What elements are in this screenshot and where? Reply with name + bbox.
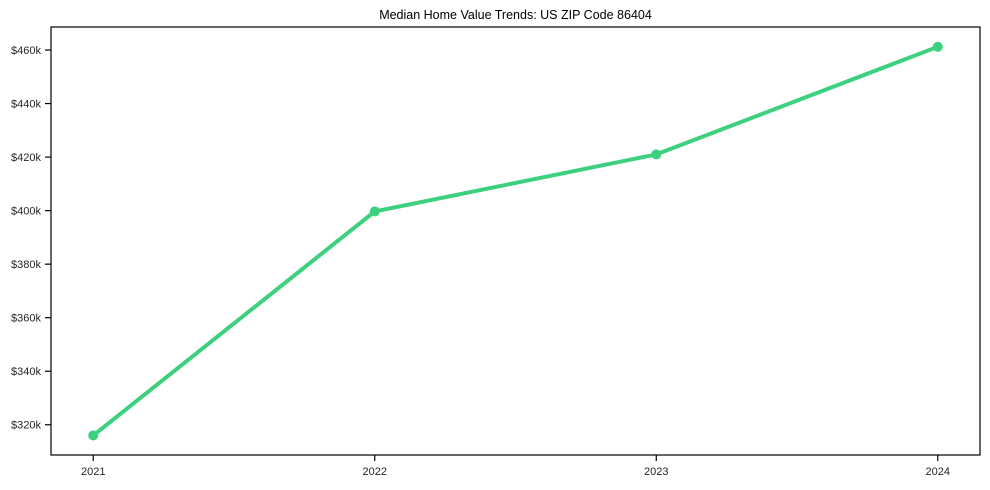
trend-line bbox=[91, 44, 940, 438]
y-tick-label: $420k bbox=[11, 152, 41, 164]
data-point-marker bbox=[651, 149, 662, 160]
y-tick-label: $360k bbox=[11, 312, 41, 324]
y-axis: $320k $340k $360k $380k $400k $420k $440k $460k bbox=[11, 45, 51, 432]
data-point-marker bbox=[369, 206, 380, 217]
data-point-marker bbox=[88, 430, 99, 441]
x-tick-label: 2023 bbox=[644, 466, 668, 478]
y-tick-label: $440k bbox=[11, 98, 41, 110]
y-tick-label: $400k bbox=[11, 205, 41, 217]
chart-title: Median Home Value Trends: US ZIP Code 86… bbox=[379, 8, 652, 22]
x-axis: 2021 2022 2023 2024 bbox=[81, 455, 950, 478]
data-points bbox=[88, 41, 943, 441]
y-tick-label: $380k bbox=[11, 259, 41, 271]
data-point-marker bbox=[932, 41, 943, 52]
x-tick-label: 2024 bbox=[926, 466, 950, 478]
x-tick-label: 2022 bbox=[363, 466, 387, 478]
y-tick-label: $460k bbox=[11, 45, 41, 57]
plot-border bbox=[50, 26, 981, 456]
x-tick-label: 2021 bbox=[81, 466, 105, 478]
y-tick-label: $320k bbox=[11, 420, 41, 432]
y-tick-label: $340k bbox=[11, 366, 41, 378]
